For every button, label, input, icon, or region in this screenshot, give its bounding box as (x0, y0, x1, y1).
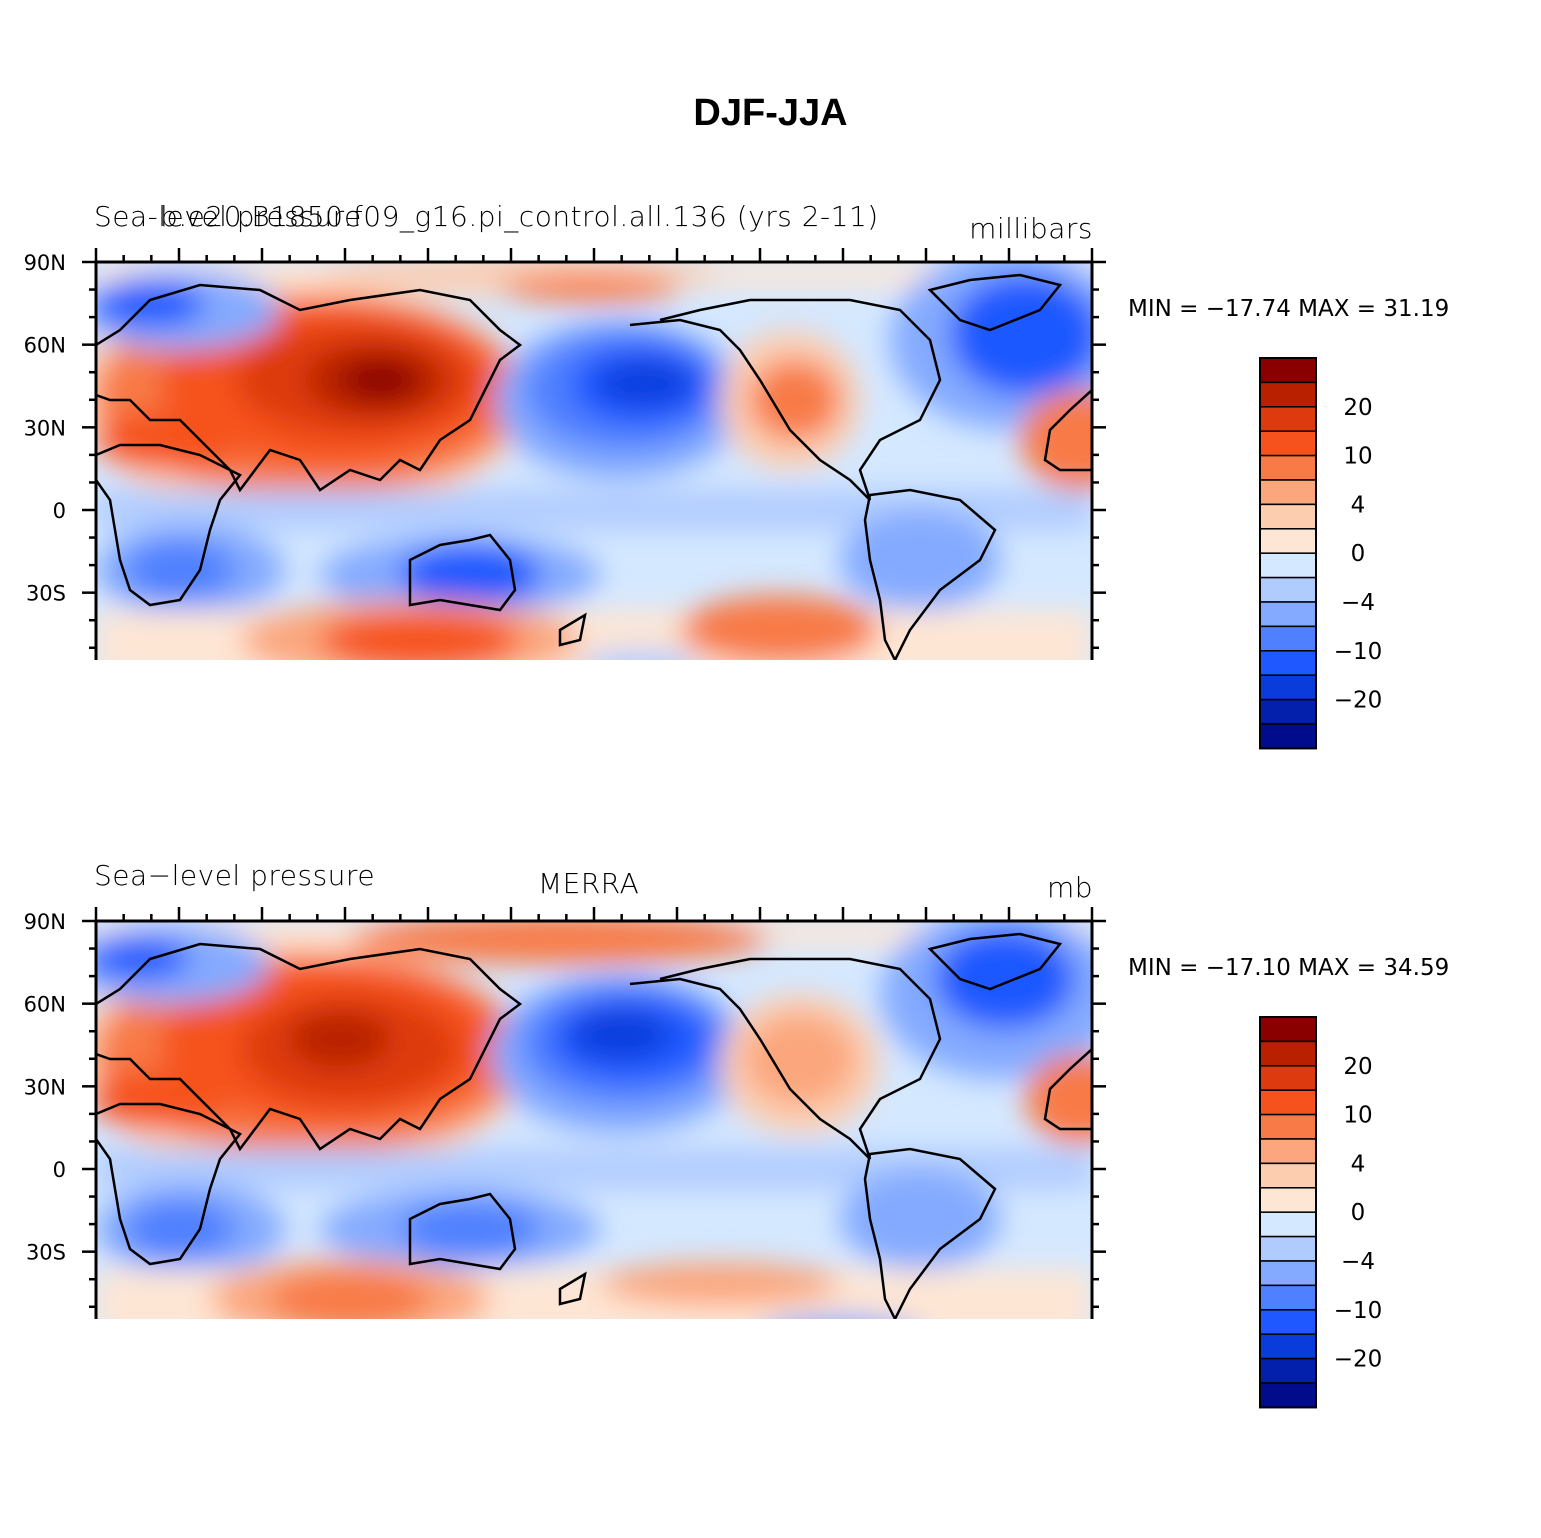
lat-label: 30S (26, 1241, 66, 1265)
lat-label: 60N (24, 993, 66, 1017)
colorbar-swatch (1259, 1016, 1317, 1043)
lat-label: 30S (26, 582, 66, 606)
lat-label: 30N (24, 416, 66, 440)
slp-contour-map: 90N60N30N030S60S90S 030E60E90E120E150E18… (24, 248, 1106, 660)
model-panel: Sea-level pressure b.e20.B1850.f09_g16.p… (0, 0, 1541, 750)
main-title: DJF-JJA (693, 92, 848, 134)
min-max-label: MIN = −17.74 MAX = 31.19 (1128, 296, 1450, 322)
colorbar-swatch (1259, 1284, 1317, 1311)
colorbar-swatch (1259, 381, 1317, 408)
colorbar-swatch (1259, 528, 1317, 554)
colorbar-swatch (1259, 576, 1317, 603)
colorbar-label: 10 (1343, 1103, 1372, 1129)
slp-field (96, 262, 1092, 660)
lat-label: 90N (24, 910, 66, 934)
colorbar-label: −4 (1341, 590, 1375, 616)
lat-label: 90N (24, 251, 66, 275)
colorbar-label: 0 (1351, 541, 1366, 567)
lat-label: 0 (53, 1158, 66, 1182)
units-label: millibars (969, 212, 1093, 245)
colorbar-swatch (1259, 723, 1317, 750)
latitude-labels: 90N60N30N030S60S90S (24, 251, 66, 606)
slp-field (96, 921, 1092, 1319)
colorbar-swatch (1259, 1357, 1317, 1384)
colorbar-label: 20 (1343, 395, 1372, 421)
left-title: Sea-level pressure (94, 200, 362, 233)
center-title: MERRA (538, 867, 640, 900)
obs-panel: Sea−level pressure MERRA mb (0, 659, 1541, 1409)
colorbar-swatch (1259, 674, 1317, 701)
units-label: mb (1046, 871, 1093, 904)
lat-label: 60N (24, 334, 66, 358)
colorbar-swatch (1259, 552, 1317, 579)
slp-contour-map: 90N60N30N030S60S90S 030E60E90E120E150E18… (24, 907, 1106, 1319)
colorbar-swatch (1259, 1187, 1317, 1213)
colorbar-swatch (1259, 454, 1317, 481)
colorbar-swatch (1259, 1162, 1317, 1189)
colorbar-label: 4 (1351, 1151, 1366, 1177)
colorbar-label: −20 (1334, 688, 1383, 714)
colorbar-label: 0 (1351, 1200, 1366, 1226)
coastlines (96, 932, 1092, 1319)
coastlines (96, 273, 1092, 660)
center-title: b.e20.B1850.f09_g16.pi_control.all.136 (… (160, 200, 879, 233)
colorbar-swatch (1259, 1260, 1317, 1287)
colorbar-swatch (1259, 1235, 1317, 1262)
colorbar-swatch (1259, 1211, 1317, 1238)
colorbar-label: 20 (1343, 1054, 1372, 1080)
colorbar-label: −10 (1334, 1298, 1383, 1324)
colorbar-swatch (1259, 1333, 1317, 1360)
colorbar-swatch (1259, 1113, 1317, 1140)
axis-ticks (82, 907, 1106, 1309)
colorbar-swatch (1259, 601, 1317, 628)
colorbar-label: −10 (1334, 639, 1383, 665)
colorbar-swatch (1259, 503, 1317, 530)
left-title: Sea−level pressure (94, 859, 376, 892)
min-max-label: MIN = −17.10 MAX = 34.59 (1128, 955, 1450, 981)
colorbar-swatch (1259, 1138, 1317, 1165)
colorbar-swatch (1259, 1089, 1317, 1116)
colorbar-swatch (1259, 479, 1317, 506)
colorbar-swatch (1259, 406, 1317, 432)
colorbar-swatch (1259, 430, 1317, 457)
colorbar-label: 4 (1351, 492, 1366, 518)
colorbar-label: 10 (1343, 444, 1372, 470)
colorbar-swatch (1259, 1040, 1317, 1067)
colorbar-label: −20 (1334, 1347, 1383, 1373)
latitude-labels: 90N60N30N030S60S90S (24, 910, 66, 1265)
colorbar-swatch (1259, 625, 1317, 652)
lat-label: 30N (24, 1075, 66, 1099)
colorbar-label: −4 (1341, 1249, 1375, 1275)
colorbar-swatch (1259, 357, 1317, 384)
colorbar-swatch (1259, 1065, 1317, 1091)
lat-label: 0 (53, 499, 66, 523)
colorbar-swatch (1259, 1309, 1317, 1335)
axis-ticks (82, 248, 1106, 650)
colorbar: 20 10 4 0 −4 −10 −20 (1259, 357, 1383, 750)
colorbar: 20 10 4 0 −4 −10 −20 (1259, 1016, 1383, 1409)
colorbar-swatch (1259, 1382, 1317, 1409)
